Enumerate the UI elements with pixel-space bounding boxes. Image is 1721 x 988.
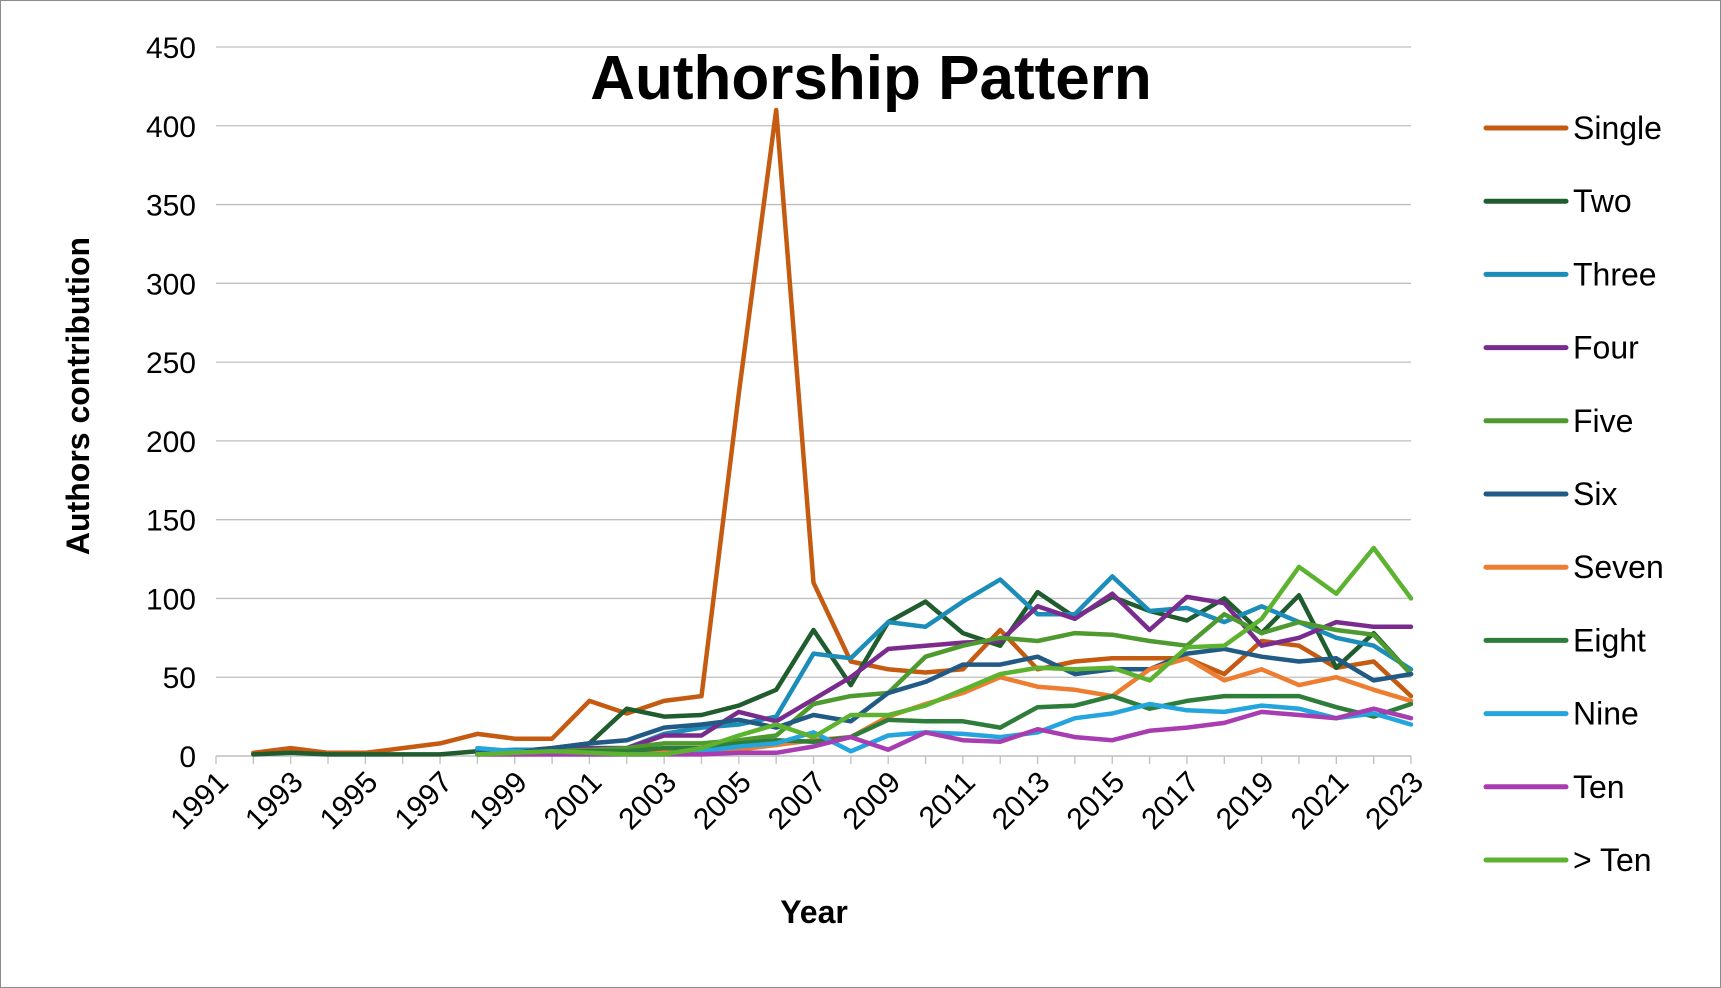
- y-tick-label: 400: [146, 111, 196, 144]
- chart-title: Authorship Pattern: [590, 44, 1151, 113]
- y-tick-label: 150: [146, 505, 196, 538]
- legend: Single Two Three Four Five Six Seven Eight Nine T…: [1483, 110, 1664, 878]
- series-line-ten: [475, 545, 1414, 757]
- x-tick-label: 1997: [388, 766, 459, 837]
- legend-label: Single: [1573, 110, 1662, 146]
- x-tick-label: 2003: [613, 766, 684, 837]
- x-tick-label: 2011: [913, 766, 982, 835]
- y-axis-title: Authors contribution: [60, 237, 96, 555]
- legend-label: Two: [1573, 183, 1632, 219]
- gridlines: [216, 46, 1411, 678]
- series-lines: [251, 107, 1414, 757]
- x-tick-label: 1993: [239, 766, 310, 837]
- x-tick-label: 2009: [837, 766, 908, 837]
- y-tick-label: 250: [146, 347, 196, 380]
- x-tick-label: 2017: [1135, 766, 1206, 837]
- x-tick-label: 1991: [164, 766, 235, 837]
- y-tick-label: 200: [146, 426, 196, 459]
- x-tick-label: 2015: [1061, 766, 1132, 837]
- y-tick-label: 100: [146, 583, 196, 616]
- y-tick-label: 300: [146, 268, 196, 301]
- x-tick-label: 2001: [538, 766, 609, 837]
- series-line-five: [475, 611, 1414, 757]
- x-axis-title: Year: [780, 894, 848, 930]
- x-tick-label: 1999: [463, 766, 534, 837]
- series-line-single: [251, 107, 1414, 756]
- legend-label: Eight: [1573, 622, 1646, 658]
- legend-label: Five: [1573, 403, 1633, 439]
- x-tick-label: 2019: [1210, 766, 1281, 837]
- series-line-six: [475, 646, 1414, 756]
- legend-label: Seven: [1573, 549, 1664, 585]
- series-line-eight: [475, 693, 1414, 757]
- x-tick-label: 2023: [1359, 766, 1430, 837]
- legend-label: Three: [1573, 256, 1657, 292]
- y-tick-label: 0: [179, 741, 196, 774]
- legend-label: Four: [1573, 330, 1639, 366]
- y-tick-label: 50: [163, 662, 196, 695]
- legend-label: > Ten: [1573, 842, 1652, 878]
- x-tick-label: 2021: [1285, 766, 1356, 837]
- x-tick-label: 1995: [314, 766, 385, 837]
- legend-label: Six: [1573, 476, 1617, 512]
- x-tick-label: 2005: [687, 766, 758, 837]
- x-tick-label: 2013: [986, 766, 1057, 837]
- legend-label: Ten: [1573, 769, 1625, 805]
- legend-label: Nine: [1573, 696, 1639, 732]
- y-tick-label: 350: [146, 190, 196, 223]
- x-tick-label: 2007: [762, 766, 833, 837]
- y-tick-label: 450: [146, 32, 196, 65]
